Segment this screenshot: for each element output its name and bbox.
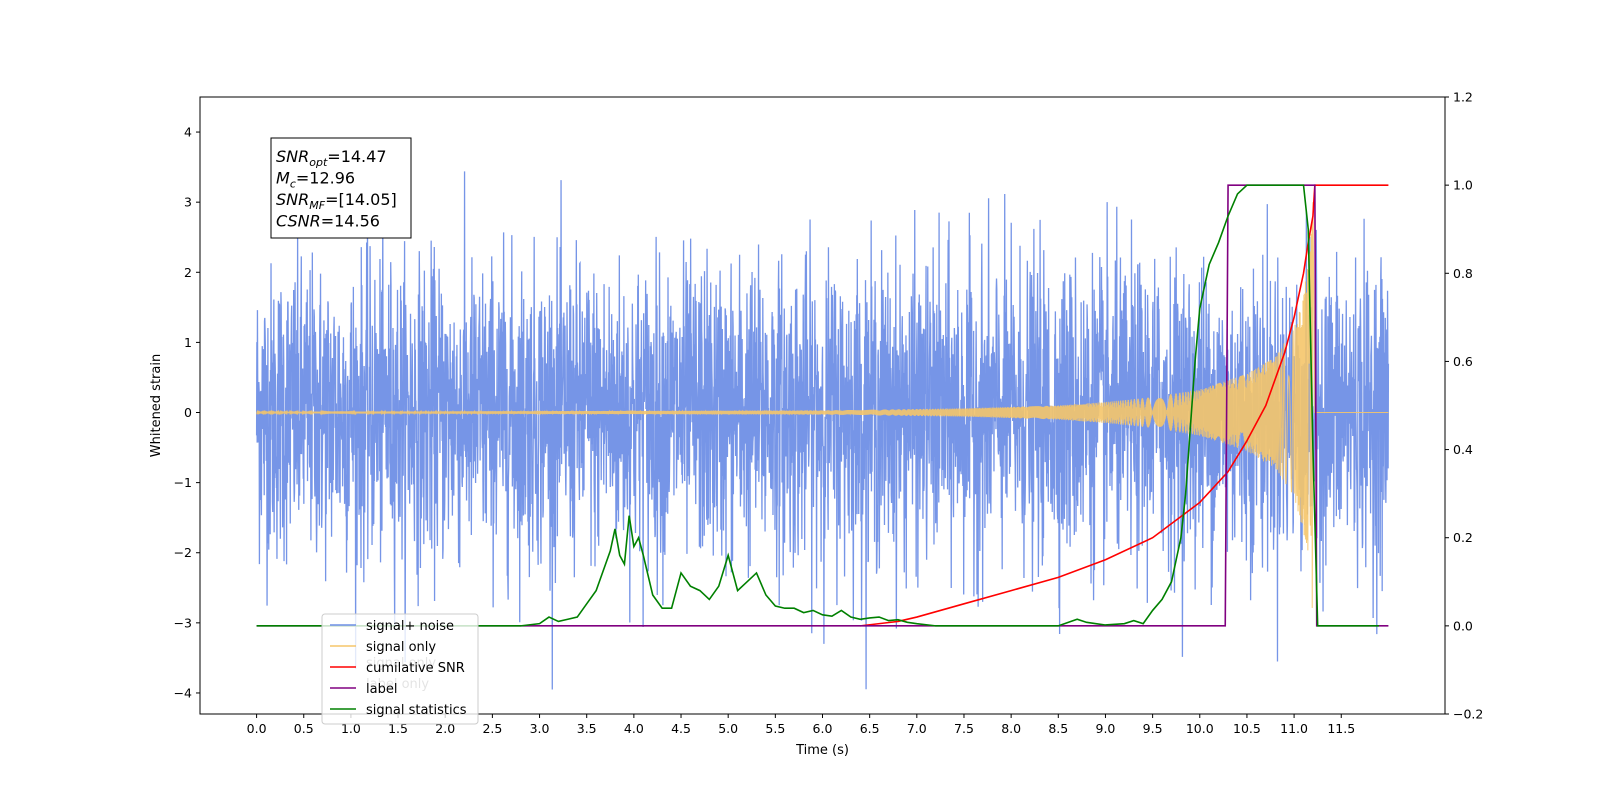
y-tick-label: 1 (184, 335, 192, 350)
x-tick-label: 9.5 (1143, 721, 1163, 736)
x-tick-label: 3.5 (577, 721, 597, 736)
y-right-tick-label: 0.8 (1453, 266, 1473, 281)
x-tick-label: 9.0 (1096, 721, 1116, 736)
legend-label: signal+ noise (366, 619, 454, 634)
x-axis: 0.0 0.5 1.0 1.5 2.0 2.5 3.0 3.5 4.0 4.5 5.0 5.5 6.0 6… (247, 714, 1355, 736)
x-tick-label: 1.0 (341, 721, 361, 736)
x-tick-label: 7.0 (907, 721, 927, 736)
x-tick-label: 4.5 (671, 721, 691, 736)
x-tick-label: 8.0 (1001, 721, 1021, 736)
legend-label: signal statistics (366, 703, 467, 718)
x-tick-label: 6.0 (813, 721, 833, 736)
y-tick-label: −4 (174, 685, 192, 700)
x-tick-label: 3.0 (530, 721, 550, 736)
y-axis-right: −0.2 0.0 0.2 0.4 0.6 0.8 1.0 1.2 (1445, 90, 1483, 722)
x-tick-label: 0.5 (294, 721, 314, 736)
x-tick-label: 5.5 (765, 721, 785, 736)
series-line-signal-statistics (256, 184, 1379, 627)
y-right-tick-label: 0.2 (1453, 530, 1473, 545)
legend-label: label (366, 682, 397, 697)
y-tick-label: 4 (184, 125, 192, 140)
y-right-tick-label: 0.4 (1453, 442, 1473, 457)
x-tick-label: 6.5 (860, 721, 880, 736)
x-tick-label: 8.5 (1048, 721, 1068, 736)
legend-label: cumilative SNR (366, 661, 465, 676)
x-tick-label: 4.0 (624, 721, 644, 736)
x-tick-label: 10.5 (1233, 721, 1261, 736)
info-line: SNRopt=14.47 (276, 147, 387, 169)
x-axis-label: Time (s) (795, 743, 849, 758)
x-tick-label: 11.0 (1280, 721, 1308, 736)
info-line: CSNR=14.56 (276, 212, 380, 231)
signal-only-line (256, 202, 1389, 608)
info-box-frame (270, 137, 412, 239)
info-line: Mc=12.96 (276, 169, 355, 191)
x-tick-label: 7.5 (954, 721, 974, 736)
y-right-tick-label: 1.2 (1453, 90, 1473, 105)
y-tick-label: 3 (184, 195, 192, 210)
legend-frame (321, 613, 479, 725)
x-tick-label: 10.0 (1186, 721, 1214, 736)
x-tick-label: 2.0 (435, 721, 455, 736)
legend: signal onlylabel onlysignal+ noisesignal… (321, 613, 479, 725)
x-tick-label: 0.0 (247, 721, 267, 736)
x-tick-label: 2.5 (482, 721, 502, 736)
right-axis-series (256, 184, 1389, 627)
x-tick-label: 5.0 (718, 721, 738, 736)
y-right-tick-label: −0.2 (1453, 707, 1483, 722)
y-tick-label: 0 (184, 405, 192, 420)
y-tick-label: 2 (184, 265, 192, 280)
y-axis-left: −4 −3 −2 −1 0 1 2 3 4 (174, 125, 200, 700)
info-box: SNRopt=14.47Mc=12.96SNRMF=[14.05]CSNR=14… (270, 137, 412, 239)
y-tick-label: −3 (174, 615, 192, 630)
y-right-tick-label: 0.6 (1453, 354, 1473, 369)
x-tick-label: 1.5 (388, 721, 408, 736)
series-signal-only (256, 202, 1389, 608)
x-tick-label: 11.5 (1327, 721, 1355, 736)
y-tick-label: −1 (174, 475, 192, 490)
y-axis-label: Whitened strain (149, 354, 164, 457)
legend-label: signal only (366, 640, 436, 655)
y-right-tick-label: 1.0 (1453, 178, 1473, 193)
y-tick-label: −2 (174, 545, 192, 560)
y-right-tick-label: 0.0 (1453, 618, 1473, 633)
info-line: SNRMF=[14.05] (276, 190, 397, 212)
